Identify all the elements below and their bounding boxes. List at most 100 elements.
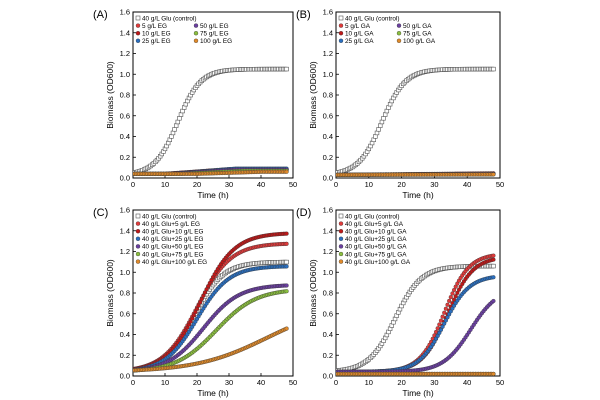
legend-entry: 100 g/L GA bbox=[403, 38, 436, 45]
data-point bbox=[284, 264, 289, 269]
data-markers bbox=[133, 66, 289, 176]
legend-marker bbox=[193, 23, 199, 28]
legend-entry: 10 g/L GA bbox=[345, 31, 374, 38]
y-axis-label: Biomass (OD600) bbox=[105, 61, 115, 129]
y-tick-label: 0.4 bbox=[323, 330, 333, 339]
y-tick-label: 1.6 bbox=[120, 206, 130, 215]
x-tick-label: 10 bbox=[365, 180, 373, 189]
y-tick-label: 0.8 bbox=[323, 91, 333, 100]
legend-entry: 40 g/L Glu+25 g/L GA bbox=[345, 236, 407, 243]
x-tick-label: 10 bbox=[365, 378, 373, 387]
legend-entry: 40 g/L Glu+50 g/L EG bbox=[142, 244, 204, 251]
x-tick-label: 40 bbox=[257, 180, 265, 189]
legend-marker bbox=[135, 15, 141, 21]
y-tick-label: 0.2 bbox=[120, 351, 130, 360]
legend-marker bbox=[396, 23, 402, 28]
series-1 bbox=[133, 259, 289, 373]
legend-entry: 40 g/L Glu+10 g/L EG bbox=[142, 229, 204, 236]
data-point bbox=[284, 283, 289, 288]
legend-entry: 40 g/L Glu+100 g/L EG bbox=[142, 259, 207, 266]
series-5 bbox=[133, 283, 289, 373]
legend-marker bbox=[338, 23, 344, 28]
legend-marker bbox=[135, 38, 141, 43]
data-point bbox=[491, 263, 496, 269]
legend-entry: 40 g/L Glu+50 g/L GA bbox=[345, 244, 407, 251]
x-tick-label: 40 bbox=[463, 378, 471, 387]
data-point bbox=[199, 296, 204, 302]
panel-label: (B) bbox=[296, 9, 311, 21]
data-point bbox=[378, 123, 383, 128]
x-tick-label: 30 bbox=[225, 378, 233, 387]
data-point bbox=[284, 241, 289, 246]
legend-marker bbox=[338, 236, 344, 241]
series-7 bbox=[133, 169, 289, 176]
y-tick-label: 0.2 bbox=[323, 153, 333, 162]
y-tick-label: 1.6 bbox=[120, 8, 130, 17]
legend-marker bbox=[193, 31, 199, 36]
legend-entry: 40 g/L Glu+25 g/L EG bbox=[142, 236, 204, 243]
data-point bbox=[178, 112, 184, 117]
series-7 bbox=[336, 172, 496, 177]
legend-entry: 40 g/L Glu (control) bbox=[142, 213, 196, 220]
legend-entry: 25 g/L GA bbox=[345, 38, 374, 45]
legend-entry: 100 g/L EG bbox=[200, 38, 232, 45]
data-point bbox=[201, 293, 206, 298]
x-tick-label: 30 bbox=[225, 180, 233, 189]
data-point bbox=[170, 130, 176, 136]
y-tick-label: 1.2 bbox=[323, 49, 333, 58]
x-tick-label: 20 bbox=[193, 378, 201, 387]
chart-panel-4: 0 10 20 30 40 50 0.0 0.2 0.4 0.6 0.8 1.0 1.2 1.4 1.6 Ti… bbox=[296, 206, 504, 398]
legend-entry: 40 g/L Glu (control) bbox=[345, 213, 399, 220]
data-point bbox=[198, 300, 203, 305]
legend-marker bbox=[135, 236, 141, 241]
data-point bbox=[442, 310, 447, 315]
legend-marker bbox=[135, 221, 141, 226]
x-axis-label: Time (h) bbox=[402, 190, 433, 200]
legend-entry: 40 g/L Glu+75 g/L GA bbox=[345, 251, 407, 258]
data-point bbox=[453, 294, 458, 299]
legend: 40 g/L Glu (control)40 g/L Glu+5 g/L GA4… bbox=[338, 213, 411, 266]
x-tick-label: 20 bbox=[397, 378, 405, 387]
y-tick-label: 0.0 bbox=[323, 372, 333, 381]
series-1 bbox=[336, 263, 496, 373]
legend-entry: 40 g/L Glu+10 g/L GA bbox=[345, 229, 407, 236]
y-tick-label: 0.0 bbox=[323, 174, 333, 183]
data-point bbox=[376, 127, 381, 132]
y-axis-label: Biomass (OD600) bbox=[308, 259, 318, 327]
legend-entry: 40 g/L Glu (control) bbox=[142, 15, 196, 22]
legend-entry: 40 g/L Glu+100 g/L GA bbox=[345, 259, 411, 266]
y-tick-label: 0.2 bbox=[120, 153, 130, 162]
panel-label: (D) bbox=[296, 207, 311, 219]
data-point bbox=[196, 303, 201, 308]
y-axis-label: Biomass (OD600) bbox=[308, 61, 318, 129]
y-tick-label: 0.6 bbox=[120, 111, 130, 120]
legend-entry: 50 g/L EG bbox=[200, 23, 229, 30]
y-tick-label: 0.8 bbox=[120, 289, 130, 298]
legend-marker bbox=[396, 38, 402, 43]
x-tick-label: 20 bbox=[397, 180, 405, 189]
x-tick-label: 30 bbox=[430, 180, 438, 189]
y-tick-label: 0.4 bbox=[120, 330, 130, 339]
legend-entry: 5 g/L EG bbox=[142, 23, 167, 30]
data-point bbox=[491, 257, 496, 262]
legend-marker bbox=[338, 244, 344, 249]
y-tick-label: 0.6 bbox=[120, 309, 130, 318]
y-tick-label: 0.4 bbox=[120, 132, 130, 141]
data-point bbox=[284, 66, 289, 72]
legend-entry: 25 g/L EG bbox=[142, 38, 171, 45]
y-tick-label: 1.4 bbox=[120, 226, 130, 235]
data-point bbox=[172, 127, 177, 132]
legend-marker bbox=[338, 31, 344, 36]
x-tick-label: 0 bbox=[334, 378, 338, 387]
legend-marker bbox=[338, 251, 344, 257]
data-point bbox=[491, 66, 496, 72]
legend-entry: 75 g/L GA bbox=[403, 31, 432, 38]
x-tick-label: 0 bbox=[334, 180, 338, 189]
x-tick-label: 20 bbox=[193, 180, 201, 189]
legend-marker bbox=[396, 31, 402, 36]
y-tick-label: 0.8 bbox=[120, 91, 130, 100]
legend-marker bbox=[338, 15, 344, 21]
data-point bbox=[379, 119, 385, 125]
data-point bbox=[284, 289, 289, 294]
